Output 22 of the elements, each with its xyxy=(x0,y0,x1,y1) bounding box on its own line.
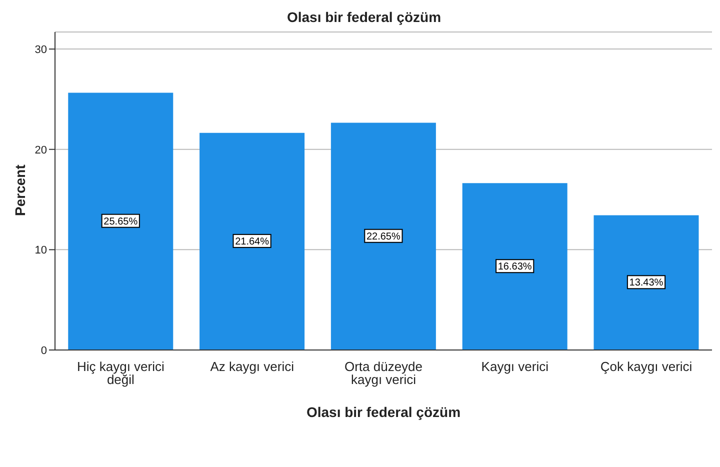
y-axis-title: Percent xyxy=(12,164,28,216)
y-tick-label: 30 xyxy=(34,44,47,56)
data-label: 21.64% xyxy=(235,236,270,248)
data-label: 16.63% xyxy=(498,262,532,273)
y-tick-label: 10 xyxy=(34,244,47,257)
x-tick-label: Hiç kaygı verici değil xyxy=(76,359,165,388)
bar xyxy=(200,132,305,350)
bar xyxy=(594,215,699,350)
x-tick-label: Çok kaygı verici xyxy=(600,359,692,374)
bar xyxy=(330,122,436,350)
x-tick-label: Az kaygı verici xyxy=(210,359,294,374)
x-axis-title: Olası bir federal çözüm xyxy=(306,404,461,420)
data-label: 25.65% xyxy=(104,216,138,228)
bar xyxy=(68,92,174,350)
chart-title: Olası bir federal çözüm xyxy=(286,8,442,27)
y-tick-label: 0 xyxy=(40,344,47,357)
x-tick-label: Orta düzeyde kaygı verici xyxy=(344,359,423,388)
x-tick-label: Kaygı verici xyxy=(481,359,549,374)
data-label: 22.65% xyxy=(366,231,401,242)
y-tick-label: 20 xyxy=(34,144,47,156)
data-label: 13.43% xyxy=(629,278,664,289)
bar xyxy=(462,183,568,350)
